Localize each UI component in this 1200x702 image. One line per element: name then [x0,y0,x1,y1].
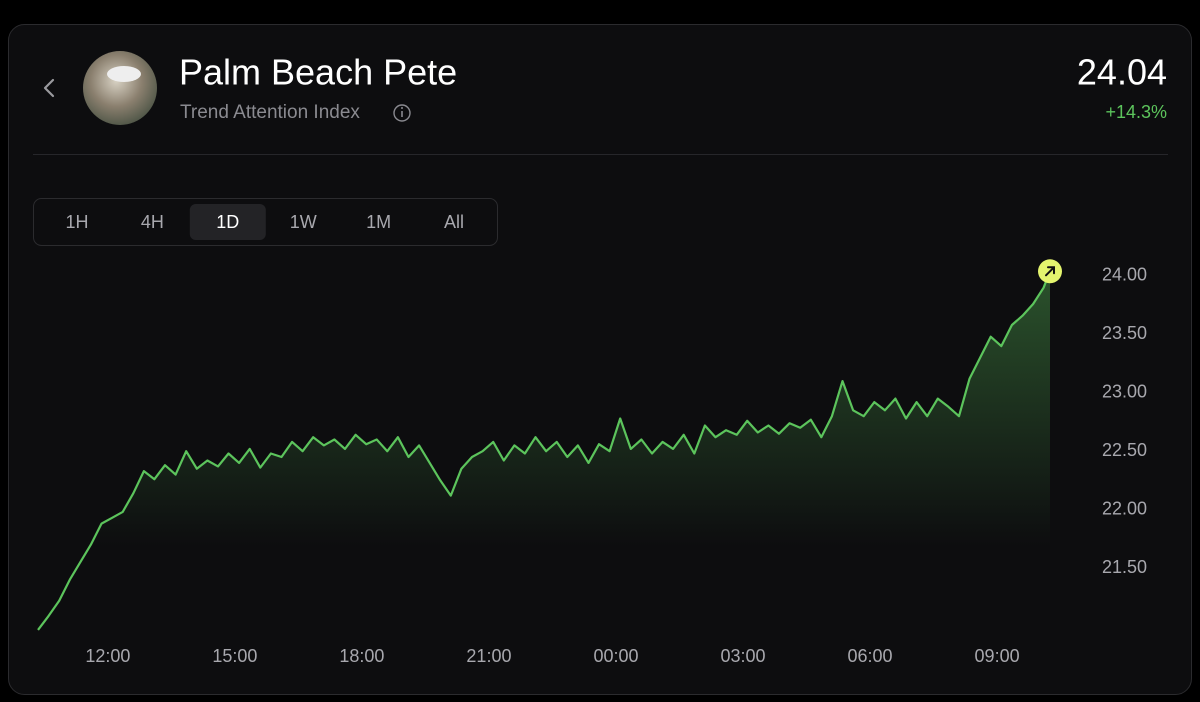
tab[interactable]: 1D [216,212,239,232]
info-icon[interactable] [393,104,411,122]
tab[interactable]: 1H [65,212,88,232]
y-tick-label: 22.50 [1102,440,1147,460]
end-arrow [1045,266,1055,277]
tab[interactable]: 1W [290,212,317,232]
tab[interactable]: 1M [366,212,391,232]
line [37,270,1052,631]
tab[interactable]: All [444,212,464,232]
x-tick-label: 12:00 [85,646,130,666]
title: Palm Beach Pete [179,52,457,93]
y-tick-label: 22.00 [1102,498,1147,518]
x-tick-label: 00:00 [593,646,638,666]
x-tick-label: 21:00 [466,646,511,666]
tab-selected-bg [189,204,266,240]
x-tick-label: 15:00 [212,646,257,666]
tab[interactable]: 4H [141,212,164,232]
y-tick-label: 24.00 [1102,265,1147,285]
y-tick-label: 23.50 [1102,323,1147,343]
area [38,271,1050,639]
x-tick-label: 03:00 [720,646,765,666]
change: +14.3% [1105,102,1167,122]
avatar-cap [107,66,141,82]
y-tick-label: 21.50 [1102,557,1147,577]
x-tick-label: 06:00 [848,646,893,666]
x-tick-label: 09:00 [975,646,1020,666]
avatar [83,51,157,125]
y-tick-label: 23.00 [1102,382,1147,402]
subtitle: Trend Attention Index [180,102,360,123]
x-tick-label: 18:00 [339,646,384,666]
back-button[interactable] [43,78,55,98]
current-value: 24.04 [1077,52,1167,93]
